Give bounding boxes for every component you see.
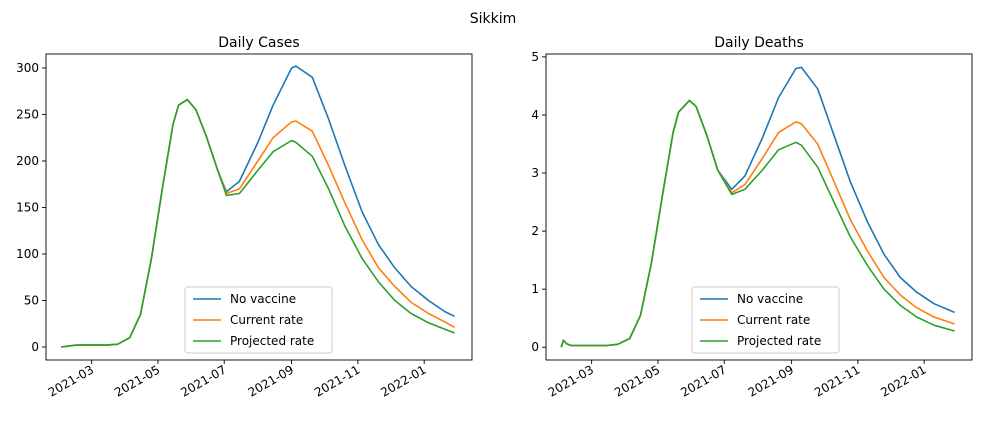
x-tick-label: 2021-03 (546, 362, 596, 399)
legend-label: No vaccine (230, 292, 296, 306)
y-tick-label: 200 (16, 154, 39, 168)
y-tick-label: 2 (531, 224, 539, 238)
x-tick-label: 2021-07 (178, 362, 228, 399)
y-tick-label: 50 (24, 293, 39, 307)
y-tick-label: 1 (531, 282, 539, 296)
series-line-projected-rate (560, 99, 955, 348)
x-tick-label: 2021-05 (112, 362, 162, 399)
x-tick-label: 2022-01 (378, 362, 428, 399)
x-tick-label: 2021-05 (612, 362, 662, 399)
y-tick-label: 5 (531, 50, 539, 64)
y-tick-label: 4 (531, 108, 539, 122)
legend-box (184, 286, 333, 354)
y-tick-label: 3 (531, 166, 539, 180)
y-tick-label: 300 (16, 61, 39, 75)
legend-label: Current rate (230, 313, 303, 327)
plot-frame (545, 53, 973, 361)
legend-label: Current rate (737, 313, 810, 327)
legend-label: Projected rate (230, 334, 314, 348)
x-tick-label: 2021-07 (678, 362, 728, 399)
legend-label: No vaccine (737, 292, 803, 306)
y-tick-label: 150 (16, 200, 39, 214)
x-tick-label: 2021-09 (746, 362, 796, 399)
y-tick-label: 0 (531, 340, 539, 354)
x-tick-label: 2021-09 (246, 362, 296, 399)
chart-title: Daily Cases (218, 35, 299, 51)
subplot-2: Daily Deaths 0 1 2 3 4 5 2021-03 2021-05 2021-07 2… (531, 35, 973, 400)
legend: No vaccine Current rate Projected rate (691, 286, 840, 354)
y-tick-label: 0 (31, 340, 39, 354)
figure-title: Sikkim (470, 11, 517, 27)
subplot-1: Daily Cases 0 50 100 150 200 250 300 2021-03 2021… (16, 35, 473, 400)
plot-frame (45, 53, 473, 361)
legend: No vaccine Current rate Projected rate (184, 286, 333, 354)
y-tick-label: 100 (16, 247, 39, 261)
chart-title: Daily Deaths (714, 35, 804, 51)
series-line-projected-rate (61, 98, 455, 348)
y-tick-label: 250 (16, 107, 39, 121)
legend-label: Projected rate (737, 334, 821, 348)
x-tick-label: 2021-03 (46, 362, 96, 399)
x-tick-label: 2021-11 (812, 362, 862, 399)
x-tick-label: 2022-01 (878, 362, 928, 399)
legend-box (691, 286, 840, 354)
x-tick-label: 2021-11 (312, 362, 362, 399)
